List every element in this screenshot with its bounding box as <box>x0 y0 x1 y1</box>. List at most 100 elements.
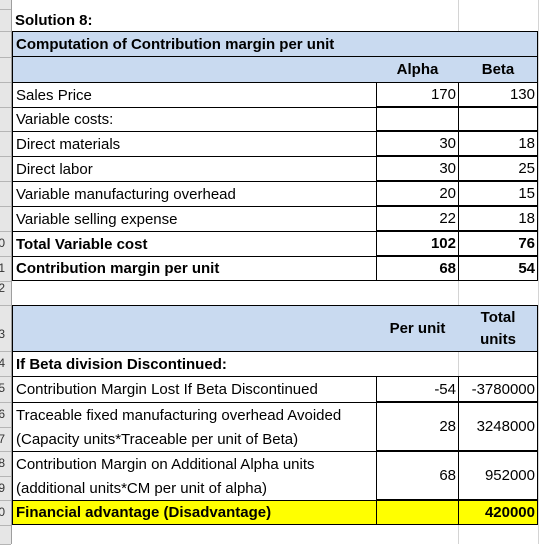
empty-cell[interactable] <box>376 351 459 376</box>
contribution-label[interactable]: Contribution margin per unit <box>12 256 376 281</box>
empty-cell[interactable] <box>459 351 538 376</box>
row-label[interactable]: Direct labor <box>12 156 376 181</box>
row-label[interactable]: Variable costs: <box>12 107 376 131</box>
beta-value[interactable]: 130 <box>459 82 538 107</box>
table-row: Direct labor 30 25 <box>12 156 555 181</box>
total-variable-label[interactable]: Total Variable cost <box>12 231 376 256</box>
row-header[interactable] <box>0 57 11 83</box>
beta-header[interactable]: Beta <box>459 57 538 82</box>
alpha-value[interactable]: 22 <box>376 206 459 231</box>
row-header-strip: 0 1 2 3 4 5 6 7 8 9 0 <box>0 0 12 545</box>
alpha-value[interactable]: 30 <box>376 131 459 156</box>
per-unit-value[interactable]: -54 <box>376 376 459 402</box>
row-label-line2: (Capacity units*Traceable per unit of Be… <box>16 430 299 448</box>
total-units-header-line2: units <box>480 330 516 348</box>
row-label-line1: Traceable fixed manufacturing overhead A… <box>16 406 342 424</box>
per-unit-value[interactable]: 28 <box>376 402 459 451</box>
row-header[interactable]: 0 <box>0 500 11 526</box>
row-number: 3 <box>0 327 5 341</box>
row-number: 4 <box>0 356 5 370</box>
table-row: Variable costs: <box>12 107 555 131</box>
row-header[interactable] <box>0 156 11 182</box>
alpha-value[interactable]: 170 <box>376 82 459 107</box>
per-unit-value[interactable]: 68 <box>376 451 459 500</box>
total-units-header[interactable]: Total units <box>459 305 538 351</box>
row-number: 0 <box>0 236 5 250</box>
section-heading[interactable]: If Beta division Discontinued: <box>12 351 376 376</box>
beta-total-variable[interactable]: 76 <box>459 231 538 256</box>
row-header[interactable]: 1 <box>0 256 11 282</box>
title-row: Solution 8: <box>12 9 555 31</box>
beta-value[interactable]: 15 <box>459 181 538 206</box>
alpha-value[interactable]: 30 <box>376 156 459 181</box>
row-header[interactable]: 8 <box>0 451 11 477</box>
row-number: 0 <box>0 505 5 519</box>
row-header[interactable]: 3 <box>0 305 11 352</box>
table-row: Traceable fixed manufacturing overhead A… <box>12 402 555 451</box>
worksheet-grid[interactable]: Solution 8: Computation of Contribution … <box>12 0 555 544</box>
row-header[interactable] <box>0 525 11 545</box>
table-row: Contribution margin per unit 68 54 <box>12 256 555 281</box>
row-label[interactable]: Direct materials <box>12 131 376 156</box>
alpha-header[interactable]: Alpha <box>376 57 459 82</box>
row-header[interactable]: 7 <box>0 427 11 452</box>
table1-heading[interactable]: Computation of Contribution margin per u… <box>12 31 538 57</box>
beta-value[interactable]: 25 <box>459 156 538 181</box>
row-header[interactable] <box>0 181 11 207</box>
table-row: Total Variable cost 102 76 <box>12 231 555 256</box>
table-row: Variable selling expense 22 18 <box>12 206 555 231</box>
beta-value[interactable] <box>459 107 538 131</box>
row-header[interactable]: 6 <box>0 402 11 428</box>
table-row: Direct materials 30 18 <box>12 131 555 156</box>
row-header[interactable] <box>0 107 11 132</box>
row-label-line2: (additional units*CM per unit of alpha) <box>16 479 267 497</box>
row-label[interactable]: Contribution Margin Lost If Beta Discont… <box>12 376 376 402</box>
table1-heading-row: Computation of Contribution margin per u… <box>12 31 555 57</box>
row-header[interactable]: 2 <box>0 281 11 306</box>
row-header[interactable]: 9 <box>0 476 11 501</box>
row-number: 9 <box>0 481 5 495</box>
row-label[interactable]: Variable selling expense <box>12 206 376 231</box>
table2-column-header-row: Per unit Total units <box>12 305 555 351</box>
row-number: 6 <box>0 407 5 421</box>
row-header[interactable] <box>0 9 11 32</box>
table-row: Contribution Margin on Additional Alpha … <box>12 451 555 500</box>
per-unit-header[interactable]: Per unit <box>376 305 459 351</box>
sheet-title[interactable]: Solution 8: <box>15 11 93 29</box>
gridline <box>538 0 539 544</box>
beta-value[interactable]: 18 <box>459 206 538 231</box>
row-label[interactable]: Contribution Margin on Additional Alpha … <box>12 451 376 500</box>
row-header[interactable] <box>0 131 11 157</box>
alpha-value[interactable]: 20 <box>376 181 459 206</box>
row-number: 5 <box>0 381 5 395</box>
alpha-total-variable[interactable]: 102 <box>376 231 459 256</box>
row-number: 7 <box>0 432 5 446</box>
alpha-value[interactable] <box>376 107 459 131</box>
table-row: Sales Price 170 130 <box>12 82 555 107</box>
row-header[interactable] <box>0 206 11 232</box>
row-header[interactable] <box>0 31 11 58</box>
row-label[interactable]: Variable manufacturing overhead <box>12 181 376 206</box>
row-number: 2 <box>0 281 5 295</box>
row-header[interactable] <box>0 0 11 10</box>
beta-contribution[interactable]: 54 <box>459 256 538 281</box>
table-row: Financial advantage (Disadvantage) 42000… <box>12 500 555 525</box>
row-header[interactable]: 0 <box>0 231 11 257</box>
financial-advantage-per-unit[interactable] <box>376 500 459 525</box>
alpha-contribution[interactable]: 68 <box>376 256 459 281</box>
row-header[interactable]: 4 <box>0 351 11 377</box>
financial-advantage-label[interactable]: Financial advantage (Disadvantage) <box>12 500 376 525</box>
header-blank-cell[interactable] <box>12 305 376 351</box>
total-value[interactable]: 3248000 <box>459 402 538 451</box>
header-blank-cell[interactable] <box>12 57 376 82</box>
table2-section-row: If Beta division Discontinued: <box>12 351 555 376</box>
total-value[interactable]: 952000 <box>459 451 538 500</box>
row-header[interactable] <box>0 82 11 108</box>
total-value[interactable]: -3780000 <box>459 376 538 402</box>
row-header[interactable]: 5 <box>0 376 11 403</box>
row-label[interactable]: Traceable fixed manufacturing overhead A… <box>12 402 376 451</box>
financial-advantage-total[interactable]: 420000 <box>459 500 538 525</box>
row-label-line1: Contribution Margin on Additional Alpha … <box>16 455 315 473</box>
row-label[interactable]: Sales Price <box>12 82 376 107</box>
beta-value[interactable]: 18 <box>459 131 538 156</box>
